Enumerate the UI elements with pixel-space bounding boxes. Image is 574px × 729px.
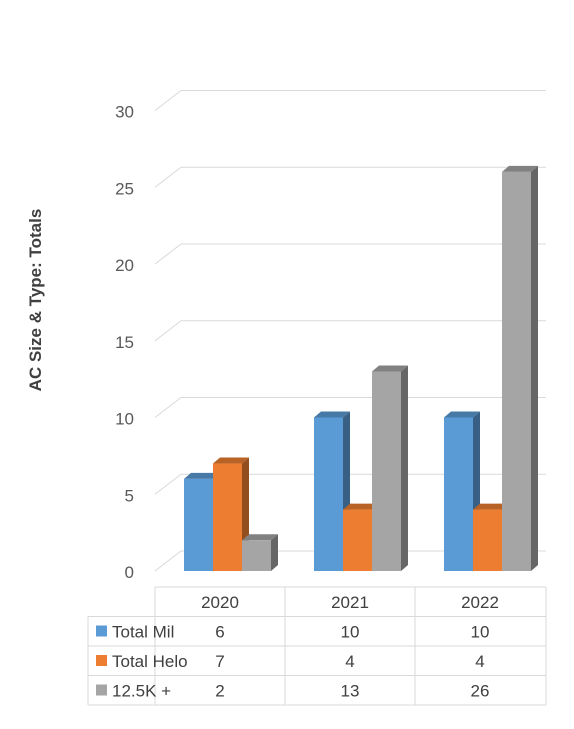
- legend-label: 12.5K +: [112, 682, 171, 701]
- bar-front: [473, 509, 502, 571]
- data-label: 13: [341, 682, 360, 701]
- data-label: 7: [215, 652, 224, 671]
- y-axis-label: AC Size & Type: Totals: [26, 209, 45, 392]
- bar-front: [184, 478, 213, 571]
- gridline-depth: [154, 243, 182, 265]
- gridline-depth: [154, 473, 182, 495]
- legend-swatch: [96, 655, 107, 666]
- legend-label: Total Helo: [112, 652, 188, 671]
- y-tick-label: 15: [115, 333, 134, 352]
- gridline-depth: [154, 166, 182, 188]
- data-label: 4: [345, 652, 354, 671]
- gridline-depth: [154, 90, 182, 111]
- legend-swatch: [96, 684, 107, 696]
- category-label: 2020: [201, 593, 239, 612]
- y-tick-label: 30: [115, 103, 134, 122]
- bar-front: [242, 540, 271, 571]
- bar-front: [213, 463, 242, 571]
- bar: [242, 534, 278, 571]
- gridline-depth: [154, 397, 182, 418]
- bar-front: [444, 417, 473, 571]
- bar-front: [314, 417, 343, 571]
- bar-top: [473, 503, 509, 510]
- bar-front: [343, 509, 372, 571]
- bar-front: [372, 371, 401, 571]
- data-label: 26: [471, 682, 490, 701]
- bar-top: [242, 534, 278, 541]
- bar: [502, 165, 538, 571]
- y-tick-label: 10: [115, 410, 134, 429]
- data-label: 4: [475, 652, 484, 671]
- bar-top: [343, 503, 379, 510]
- bar-side: [401, 365, 408, 571]
- bars: [184, 165, 538, 571]
- bar: [444, 411, 480, 571]
- y-tick-label: 20: [115, 256, 134, 275]
- category-label: 2021: [331, 593, 369, 612]
- bar-top: [502, 165, 538, 172]
- bar: [372, 365, 408, 571]
- gridline-depth: [154, 550, 182, 572]
- data-label: 2: [215, 682, 224, 701]
- bar-side: [271, 534, 278, 571]
- data-label: 6: [215, 623, 224, 642]
- y-tick-label: 25: [115, 179, 134, 198]
- bar-top: [213, 457, 249, 464]
- category-label: 2022: [461, 593, 499, 612]
- gridline-depth: [154, 320, 182, 342]
- data-label: 10: [471, 623, 490, 642]
- bar-front: [502, 171, 531, 571]
- y-axis-ticks: 0 5 10 15 20 25 30: [115, 103, 134, 583]
- data-table: 2020 2021 2022 Total Mil 6 10 10 Total Helo 7 4 4 1…: [87, 586, 547, 706]
- bar-top: [372, 365, 408, 372]
- legend-swatch: [96, 625, 107, 637]
- bar-top: [314, 411, 350, 418]
- y-tick-label: 5: [125, 486, 134, 505]
- y-tick-label: 0: [125, 563, 134, 582]
- bar-top: [184, 472, 220, 479]
- legend-label: Total Mil: [112, 623, 174, 642]
- bar-side: [531, 165, 538, 571]
- data-label: 10: [341, 623, 360, 642]
- bar: [213, 457, 249, 571]
- bar-top: [444, 411, 480, 418]
